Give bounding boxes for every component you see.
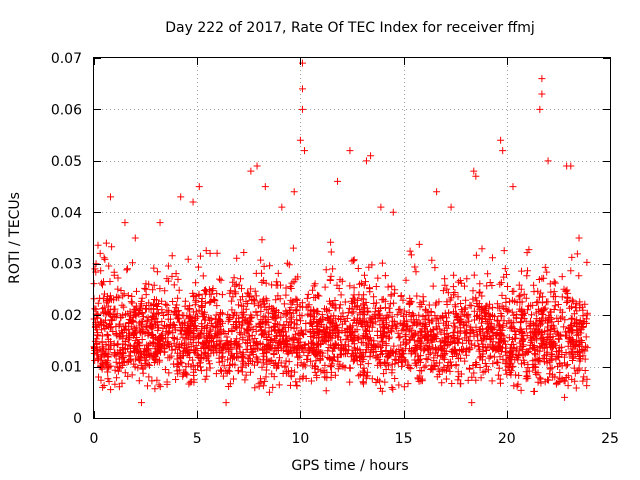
y-tick-label: 0.04 bbox=[51, 205, 82, 221]
roti-point bbox=[137, 399, 145, 407]
roti-point bbox=[561, 393, 569, 401]
roti-point bbox=[189, 198, 197, 206]
roti-point bbox=[377, 203, 385, 211]
x-tick-label: 5 bbox=[193, 431, 202, 447]
x-axis-label: GPS time / hours bbox=[291, 458, 408, 474]
roti-point bbox=[96, 249, 104, 257]
x-tick-label: 25 bbox=[601, 431, 619, 447]
roti-point bbox=[290, 188, 298, 196]
roti-point bbox=[509, 183, 517, 191]
y-axis-label: ROTI / TECUs bbox=[7, 192, 23, 284]
axis-ticks bbox=[94, 58, 611, 419]
y-tick-label: 0.06 bbox=[51, 102, 82, 118]
roti-point bbox=[468, 399, 476, 407]
y-tick-label: 0 bbox=[73, 411, 82, 427]
roti-point bbox=[389, 208, 397, 216]
roti-point bbox=[298, 105, 306, 113]
roti-point bbox=[265, 388, 273, 396]
roti-point bbox=[334, 177, 342, 185]
y-tick-label: 0.07 bbox=[51, 51, 82, 67]
roti-point bbox=[536, 105, 544, 113]
roti-series bbox=[92, 59, 583, 407]
roti-point bbox=[301, 147, 309, 155]
roti-point bbox=[538, 75, 546, 83]
x-tick-label: 10 bbox=[291, 431, 309, 447]
roti-point bbox=[121, 219, 129, 227]
roti-point bbox=[253, 162, 261, 170]
x-tick-label: 0 bbox=[90, 431, 99, 447]
plot-frame bbox=[93, 57, 611, 419]
y-tick-label: 0.05 bbox=[51, 154, 82, 170]
roti-point bbox=[567, 162, 575, 170]
roti-point bbox=[278, 203, 286, 211]
roti-point bbox=[538, 90, 546, 98]
roti-point bbox=[261, 183, 269, 191]
y-tick-label: 0.03 bbox=[51, 257, 82, 273]
roti-point bbox=[497, 136, 505, 144]
roti-point bbox=[177, 193, 185, 201]
x-tick-label: 20 bbox=[498, 431, 516, 447]
roti-point bbox=[298, 85, 306, 93]
y-tick-label: 0.01 bbox=[51, 360, 82, 376]
roti-point bbox=[447, 203, 455, 211]
roti-dense-band bbox=[90, 236, 591, 395]
roti-point bbox=[296, 136, 304, 144]
roti-dense-points bbox=[90, 236, 591, 395]
roti-point bbox=[544, 157, 552, 165]
x-tick-label: 15 bbox=[395, 431, 413, 447]
roti-point bbox=[362, 157, 370, 165]
roti-point bbox=[195, 183, 203, 191]
roti-point bbox=[470, 167, 478, 175]
roti-point bbox=[156, 219, 164, 227]
roti-point bbox=[131, 234, 139, 242]
chart-title: Day 222 of 2017, Rate Of TEC Index for r… bbox=[165, 20, 535, 36]
roti-point bbox=[102, 239, 110, 247]
roti-point bbox=[346, 147, 354, 155]
roti-point bbox=[107, 193, 115, 201]
roti-point bbox=[433, 188, 441, 196]
x-tick-labels: 0 5 10 15 20 25 bbox=[90, 431, 619, 447]
y-tick-label: 0.02 bbox=[51, 308, 82, 324]
roti-point bbox=[472, 172, 480, 180]
roti-point bbox=[247, 167, 255, 175]
roti-point bbox=[499, 147, 507, 155]
roti-point bbox=[367, 152, 375, 160]
y-tick-labels: 0 0.01 0.02 0.03 0.04 0.05 0.06 0.07 bbox=[51, 51, 82, 427]
roti-point bbox=[222, 399, 230, 407]
roti-point bbox=[575, 234, 583, 242]
